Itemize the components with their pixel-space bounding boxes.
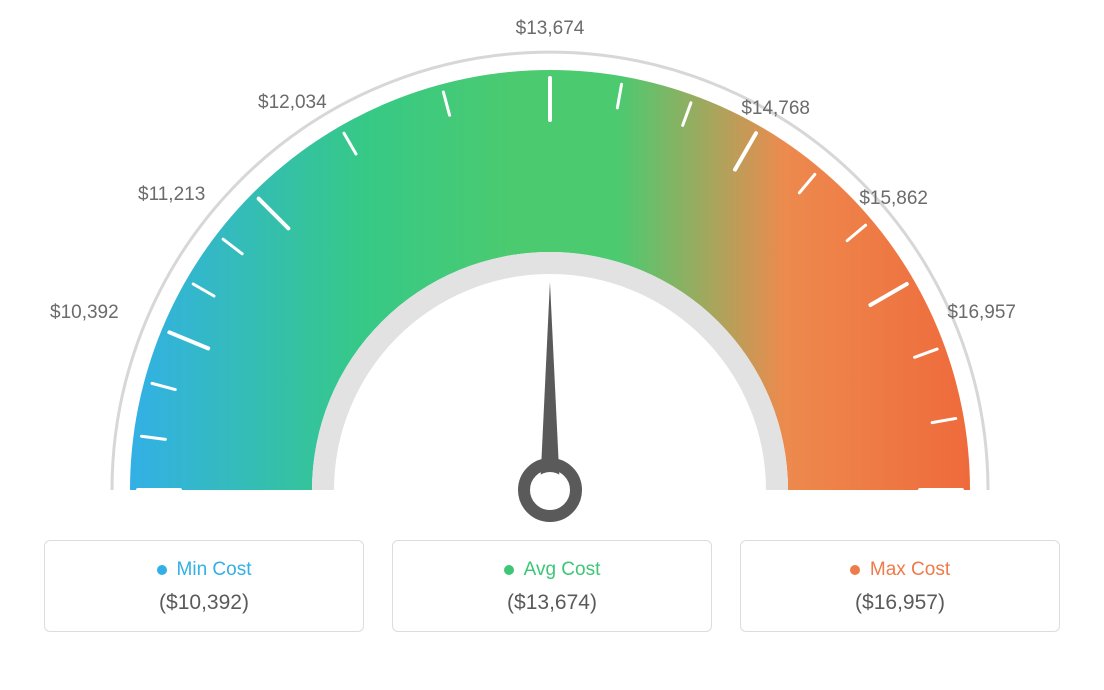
min-cost-card: Min Cost ($10,392) (44, 540, 364, 632)
max-cost-value: ($16,957) (855, 591, 945, 615)
avg-dot-icon (504, 565, 514, 575)
avg-cost-head: Avg Cost (504, 559, 601, 581)
min-cost-label: Min Cost (177, 559, 252, 581)
gauge-tick-label: $14,768 (741, 98, 810, 120)
max-dot-icon (850, 565, 860, 575)
gauge-svg (42, 10, 1062, 530)
max-cost-head: Max Cost (850, 559, 950, 581)
cost-gauge: $10,392 $11,213 $12,034 $13,674 $14,768 $15,8… (42, 10, 1062, 530)
gauge-tick-label: $15,862 (859, 188, 928, 210)
gauge-tick-label: $13,674 (516, 18, 585, 40)
min-cost-head: Min Cost (157, 559, 252, 581)
avg-cost-value: ($13,674) (507, 591, 597, 615)
cost-cards-row: Min Cost ($10,392) Avg Cost ($13,674) Ma… (44, 540, 1060, 632)
gauge-tick-label: $10,392 (50, 302, 119, 324)
avg-cost-card: Avg Cost ($13,674) (392, 540, 712, 632)
gauge-tick-label: $12,034 (258, 92, 327, 114)
max-cost-card: Max Cost ($16,957) (740, 540, 1060, 632)
min-cost-value: ($10,392) (159, 591, 249, 615)
min-dot-icon (157, 565, 167, 575)
max-cost-label: Max Cost (870, 559, 950, 581)
avg-cost-label: Avg Cost (524, 559, 601, 581)
gauge-tick-label: $11,213 (138, 184, 205, 206)
gauge-tick-label: $16,957 (947, 302, 1016, 324)
